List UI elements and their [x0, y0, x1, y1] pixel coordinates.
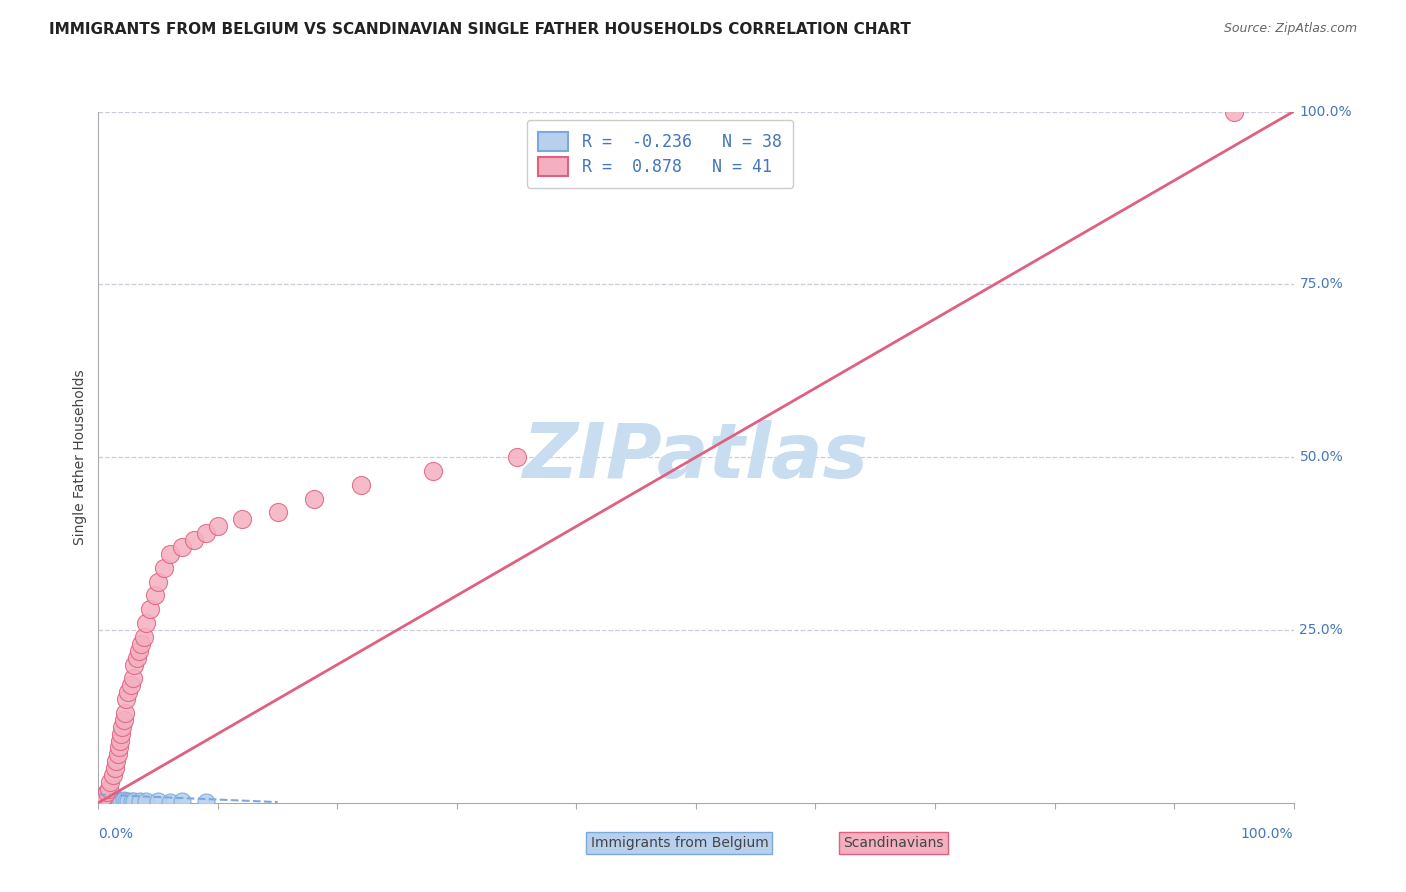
- Point: [91, 791, 114, 805]
- Text: Immigrants from Belgium: Immigrants from Belgium: [591, 836, 768, 850]
- Point: [132, 630, 155, 644]
- Point: [105, 755, 128, 769]
- Point: [267, 505, 290, 519]
- Point: [117, 794, 139, 808]
- Point: [108, 733, 131, 747]
- Point: [422, 464, 444, 478]
- Point: [98, 781, 121, 797]
- Point: [124, 657, 146, 672]
- Point: [1223, 104, 1246, 119]
- Point: [96, 792, 118, 806]
- Text: Scandinavians: Scandinavians: [844, 836, 943, 850]
- Point: [96, 793, 118, 807]
- Point: [195, 795, 218, 809]
- Text: IMMIGRANTS FROM BELGIUM VS SCANDINAVIAN SINGLE FATHER HOUSEHOLDS CORRELATION CHA: IMMIGRANTS FROM BELGIUM VS SCANDINAVIAN …: [49, 22, 911, 37]
- Point: [183, 533, 205, 547]
- Point: [139, 602, 162, 616]
- Point: [89, 793, 111, 807]
- Point: [90, 794, 112, 808]
- Point: [129, 794, 152, 808]
- Point: [120, 678, 142, 692]
- Point: [195, 526, 218, 541]
- Point: [94, 793, 117, 807]
- Point: [506, 450, 529, 464]
- Text: ZIPatlas: ZIPatlas: [523, 420, 869, 494]
- Point: [98, 794, 121, 808]
- Point: [101, 768, 124, 782]
- Point: [91, 793, 114, 807]
- Point: [159, 547, 181, 561]
- Point: [93, 792, 115, 806]
- Point: [96, 785, 118, 799]
- Legend: R =  -0.236   N = 38, R =  0.878   N = 41: R = -0.236 N = 38, R = 0.878 N = 41: [527, 120, 793, 187]
- Point: [135, 615, 157, 630]
- Text: Source: ZipAtlas.com: Source: ZipAtlas.com: [1223, 22, 1357, 36]
- Point: [112, 793, 135, 807]
- Point: [91, 792, 114, 806]
- Point: [93, 789, 115, 803]
- Point: [114, 706, 136, 720]
- Point: [96, 794, 118, 808]
- Point: [107, 747, 129, 762]
- Point: [91, 792, 114, 806]
- Point: [101, 792, 124, 806]
- Point: [104, 761, 127, 775]
- Text: 100.0%: 100.0%: [1299, 104, 1353, 119]
- Point: [115, 794, 138, 808]
- Point: [115, 692, 138, 706]
- Point: [121, 794, 143, 808]
- Point: [100, 793, 122, 807]
- Point: [302, 491, 325, 506]
- Point: [97, 794, 120, 808]
- Point: [107, 793, 129, 807]
- Point: [111, 720, 134, 734]
- Point: [90, 791, 112, 805]
- Point: [98, 792, 122, 806]
- Point: [89, 792, 111, 806]
- Point: [207, 519, 229, 533]
- Text: 100.0%: 100.0%: [1241, 827, 1294, 841]
- Point: [148, 794, 170, 808]
- Point: [125, 650, 148, 665]
- Point: [231, 512, 253, 526]
- Point: [128, 644, 150, 658]
- Text: 75.0%: 75.0%: [1299, 277, 1343, 292]
- Text: 50.0%: 50.0%: [1299, 450, 1343, 464]
- Text: 25.0%: 25.0%: [1299, 623, 1343, 637]
- Point: [159, 795, 181, 809]
- Point: [104, 793, 127, 807]
- Point: [135, 794, 157, 808]
- Point: [110, 794, 132, 808]
- Point: [97, 792, 120, 806]
- Point: [122, 671, 145, 685]
- Point: [107, 794, 129, 808]
- Point: [153, 561, 176, 575]
- Point: [98, 775, 122, 789]
- Point: [107, 740, 129, 755]
- Y-axis label: Single Father Households: Single Father Households: [73, 369, 87, 545]
- Text: 0.0%: 0.0%: [98, 827, 134, 841]
- Point: [131, 637, 153, 651]
- Point: [143, 589, 166, 603]
- Point: [94, 791, 117, 805]
- Point: [110, 726, 132, 740]
- Point: [172, 540, 194, 554]
- Point: [98, 793, 121, 807]
- Point: [117, 685, 139, 699]
- Point: [93, 794, 115, 808]
- Point: [350, 478, 373, 492]
- Point: [124, 794, 146, 808]
- Point: [103, 794, 125, 808]
- Point: [105, 792, 128, 806]
- Point: [172, 794, 194, 808]
- Point: [112, 713, 135, 727]
- Point: [148, 574, 170, 589]
